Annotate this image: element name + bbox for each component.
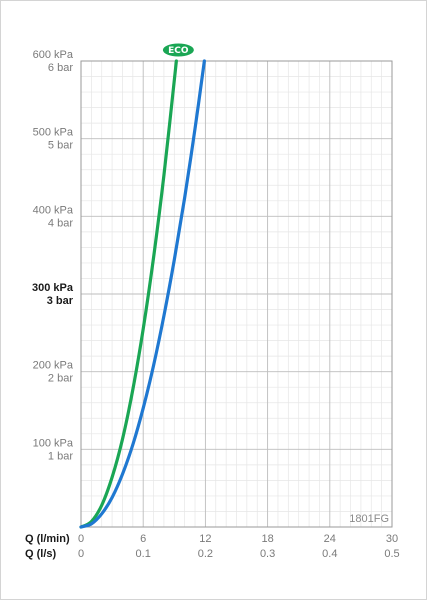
y-tick-label-bar: 5 bar <box>48 140 73 152</box>
y-tick-label-bar: 6 bar <box>48 62 73 74</box>
x-axis-title: Q (l/s) <box>25 548 57 560</box>
y-tick-label-kpa: 500 kPa <box>33 127 74 139</box>
x-tick-label: 24 <box>324 533 336 545</box>
x-tick-label: 12 <box>199 533 211 545</box>
y-tick-label-kpa: 200 kPa <box>33 360 74 372</box>
y-tick-label-kpa: 600 kPa <box>33 49 74 61</box>
y-tick-label-bar: 1 bar <box>48 450 73 462</box>
x-tick-label: 0.4 <box>322 548 337 560</box>
x-tick-label: 0.2 <box>198 548 213 560</box>
x-tick-label: 0.5 <box>384 548 399 560</box>
eco-badge-label: ECO <box>168 46 189 56</box>
y-tick-label-kpa: 100 kPa <box>33 437 74 449</box>
x-tick-label: 0 <box>78 548 84 560</box>
model-code: 1801FG <box>349 513 389 525</box>
y-tick-label-bar: 4 bar <box>48 217 73 229</box>
x-tick-label: 0 <box>78 533 84 545</box>
x-tick-label: 0.1 <box>136 548 151 560</box>
x-tick-label: 18 <box>261 533 273 545</box>
y-tick-label-kpa: 400 kPa <box>33 204 74 216</box>
y-tick-label-bar: 3 bar <box>47 295 74 307</box>
plot-border <box>80 60 393 528</box>
y-tick-label-bar: 2 bar <box>48 373 73 385</box>
series-line <box>79 59 178 529</box>
eco-badge <box>161 42 195 58</box>
series-line <box>79 59 206 529</box>
x-tick-label: 0.3 <box>260 548 275 560</box>
x-tick-label: 30 <box>386 533 398 545</box>
x-tick-label: 6 <box>140 533 146 545</box>
x-axis-title: Q (l/min) <box>25 533 70 545</box>
y-tick-label-kpa: 300 kPa <box>32 282 74 294</box>
